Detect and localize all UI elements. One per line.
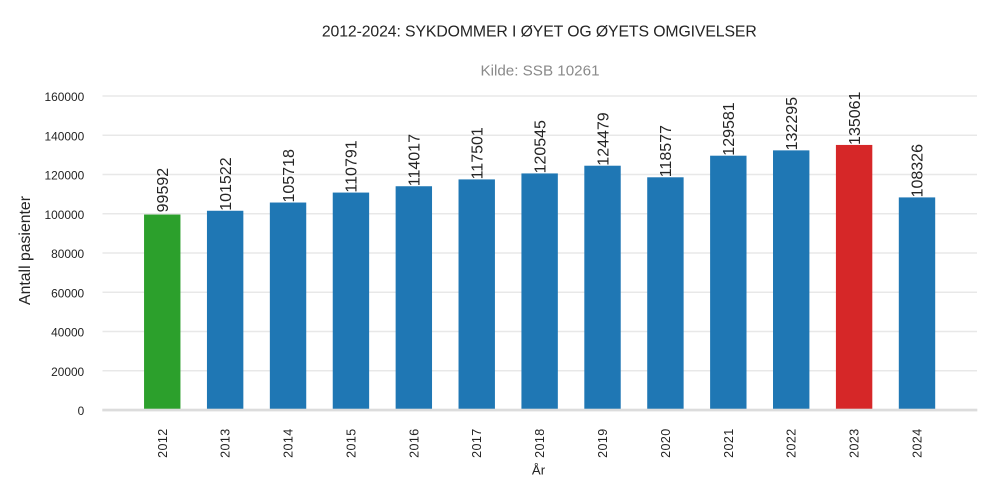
svg-text:160000: 160000 xyxy=(45,90,85,104)
svg-text:År: År xyxy=(532,462,546,477)
svg-text:105718: 105718 xyxy=(281,149,298,202)
svg-text:40000: 40000 xyxy=(51,326,84,340)
svg-text:Antall pasienter: Antall pasienter xyxy=(17,196,34,305)
svg-text:2015: 2015 xyxy=(344,428,358,457)
svg-text:2022: 2022 xyxy=(785,428,799,457)
svg-text:132295: 132295 xyxy=(784,97,801,150)
svg-text:101522: 101522 xyxy=(218,157,235,210)
svg-text:129581: 129581 xyxy=(721,102,738,155)
svg-text:2021: 2021 xyxy=(722,428,736,457)
svg-text:135061: 135061 xyxy=(847,91,864,144)
svg-text:2017: 2017 xyxy=(470,428,484,457)
svg-text:118577: 118577 xyxy=(658,125,675,177)
svg-text:2012: 2012 xyxy=(156,428,170,457)
svg-text:108326: 108326 xyxy=(910,144,927,197)
svg-text:2018: 2018 xyxy=(533,428,547,457)
svg-text:120545: 120545 xyxy=(532,120,549,173)
svg-text:2020: 2020 xyxy=(659,428,673,457)
svg-text:100000: 100000 xyxy=(45,208,85,222)
svg-text:2023: 2023 xyxy=(848,428,862,457)
svg-text:114017: 114017 xyxy=(407,134,424,186)
svg-text:Kilde: SSB 10261: Kilde: SSB 10261 xyxy=(480,62,599,79)
svg-text:2014: 2014 xyxy=(282,428,296,457)
svg-text:2013: 2013 xyxy=(219,428,233,457)
svg-text:120000: 120000 xyxy=(45,169,85,183)
svg-text:140000: 140000 xyxy=(45,129,85,143)
svg-text:0: 0 xyxy=(78,404,85,418)
svg-text:110791: 110791 xyxy=(344,140,361,192)
svg-text:20000: 20000 xyxy=(51,365,84,379)
svg-text:124479: 124479 xyxy=(595,112,612,165)
svg-text:80000: 80000 xyxy=(51,247,84,261)
svg-text:2024: 2024 xyxy=(911,428,925,457)
svg-text:2019: 2019 xyxy=(596,428,610,457)
svg-text:117501: 117501 xyxy=(469,127,486,179)
svg-text:99592: 99592 xyxy=(155,168,172,213)
svg-text:2012-2024: SYKDOMMER I ØYET OG: 2012-2024: SYKDOMMER I ØYET OG ØYETS OMG… xyxy=(322,24,757,41)
svg-text:60000: 60000 xyxy=(51,286,84,300)
svg-text:2016: 2016 xyxy=(407,428,421,457)
